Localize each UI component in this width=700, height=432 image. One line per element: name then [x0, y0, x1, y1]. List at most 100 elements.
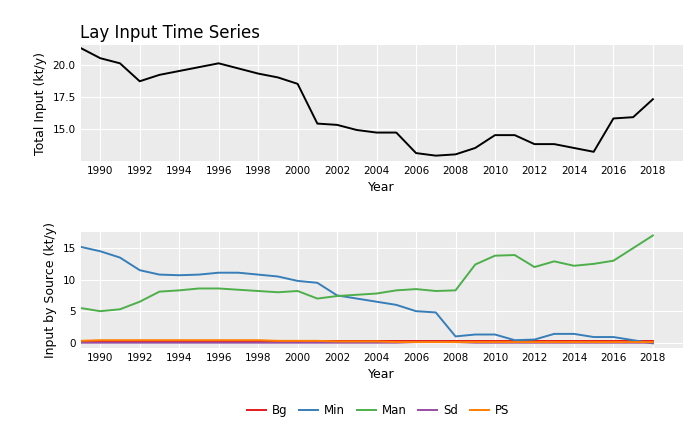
- Bg: [510, 338, 519, 343]
- Min: [570, 331, 578, 337]
- Sd: [471, 340, 480, 345]
- PS: [293, 338, 302, 343]
- Sd: [195, 340, 203, 345]
- Bg: [550, 338, 559, 343]
- Bg: [136, 338, 144, 343]
- PS: [136, 337, 144, 343]
- Y-axis label: Input by Source (kt/y): Input by Source (kt/y): [44, 222, 57, 358]
- Sd: [372, 340, 381, 345]
- Sd: [116, 340, 124, 345]
- Sd: [333, 340, 342, 345]
- Min: [234, 270, 243, 275]
- Min: [254, 272, 262, 277]
- Man: [96, 308, 104, 314]
- PS: [491, 340, 499, 345]
- PS: [214, 337, 223, 343]
- Bg: [333, 338, 342, 343]
- Man: [412, 286, 420, 292]
- Bg: [96, 338, 104, 343]
- Bg: [116, 338, 124, 343]
- Man: [333, 293, 342, 299]
- Min: [531, 337, 539, 342]
- Min: [649, 341, 657, 346]
- Man: [570, 263, 578, 268]
- Bg: [629, 338, 638, 343]
- PS: [353, 339, 361, 344]
- Min: [76, 244, 85, 249]
- PS: [372, 339, 381, 344]
- Min: [372, 299, 381, 304]
- Text: Lay Input Time Series: Lay Input Time Series: [80, 25, 260, 42]
- Sd: [214, 340, 223, 345]
- Min: [96, 249, 104, 254]
- PS: [412, 340, 420, 345]
- PS: [570, 340, 578, 345]
- Man: [116, 307, 124, 312]
- PS: [471, 340, 480, 345]
- Bg: [609, 338, 617, 343]
- Bg: [293, 338, 302, 343]
- PS: [175, 337, 183, 343]
- Man: [136, 299, 144, 304]
- PS: [313, 338, 321, 343]
- Sd: [510, 340, 519, 345]
- Line: Min: Min: [80, 247, 653, 343]
- Sd: [589, 340, 598, 345]
- Man: [392, 288, 400, 293]
- PS: [392, 340, 400, 345]
- Min: [353, 296, 361, 301]
- Sd: [491, 340, 499, 345]
- Min: [293, 278, 302, 283]
- PS: [195, 337, 203, 343]
- Man: [510, 252, 519, 257]
- Bg: [471, 338, 480, 343]
- Bg: [570, 338, 578, 343]
- Sd: [96, 340, 104, 345]
- PS: [76, 338, 85, 343]
- PS: [234, 337, 243, 343]
- Bg: [372, 338, 381, 343]
- Man: [214, 286, 223, 291]
- PS: [550, 340, 559, 345]
- Sd: [629, 340, 638, 345]
- Min: [155, 272, 164, 277]
- PS: [333, 339, 342, 344]
- PS: [510, 340, 519, 345]
- Bg: [353, 338, 361, 343]
- Bg: [452, 338, 460, 343]
- Min: [589, 334, 598, 340]
- Sd: [313, 340, 321, 345]
- Bg: [313, 338, 321, 343]
- Min: [116, 255, 124, 260]
- PS: [649, 340, 657, 345]
- PS: [96, 337, 104, 343]
- Min: [333, 293, 342, 298]
- Min: [392, 302, 400, 308]
- X-axis label: Year: Year: [368, 181, 395, 194]
- Sd: [531, 340, 539, 345]
- Man: [491, 253, 499, 258]
- Sd: [649, 340, 657, 345]
- Min: [609, 334, 617, 340]
- Min: [432, 310, 440, 315]
- Man: [629, 245, 638, 251]
- Min: [214, 270, 223, 275]
- PS: [609, 340, 617, 345]
- Man: [195, 286, 203, 291]
- Min: [491, 332, 499, 337]
- Sd: [432, 340, 440, 345]
- Sd: [175, 340, 183, 345]
- Sd: [412, 340, 420, 345]
- Man: [234, 287, 243, 292]
- Man: [471, 262, 480, 267]
- Sd: [452, 340, 460, 345]
- Bg: [649, 338, 657, 343]
- Min: [629, 337, 638, 343]
- Man: [452, 288, 460, 293]
- PS: [274, 338, 282, 343]
- Sd: [234, 340, 243, 345]
- Legend: Bg, Min, Man, Sd, PS: Bg, Min, Man, Sd, PS: [242, 399, 514, 422]
- Min: [175, 273, 183, 278]
- Man: [175, 288, 183, 293]
- Man: [155, 289, 164, 294]
